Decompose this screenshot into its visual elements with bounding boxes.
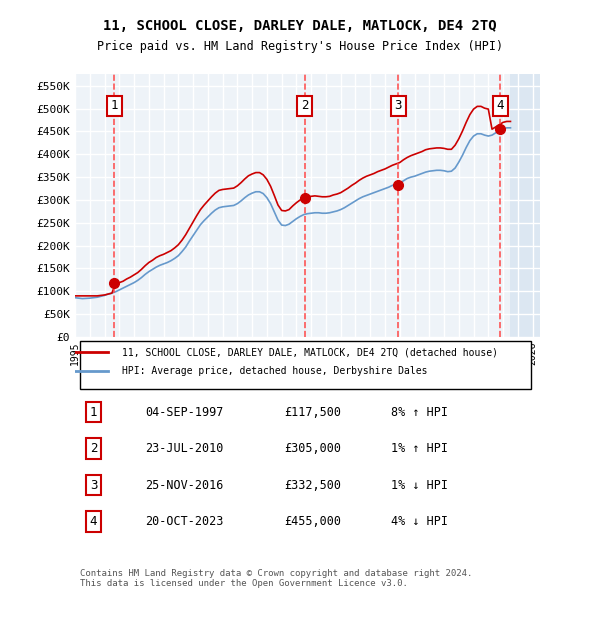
Text: 1% ↑ HPI: 1% ↑ HPI [391,442,448,455]
Text: 2: 2 [90,442,97,455]
Text: 1: 1 [90,405,97,419]
Text: 4: 4 [90,515,97,528]
Text: 11, SCHOOL CLOSE, DARLEY DALE, MATLOCK, DE4 2TQ: 11, SCHOOL CLOSE, DARLEY DALE, MATLOCK, … [103,19,497,33]
Text: 4% ↓ HPI: 4% ↓ HPI [391,515,448,528]
Text: HPI: Average price, detached house, Derbyshire Dales: HPI: Average price, detached house, Derb… [121,366,427,376]
Text: £305,000: £305,000 [284,442,341,455]
Text: Price paid vs. HM Land Registry's House Price Index (HPI): Price paid vs. HM Land Registry's House … [97,40,503,53]
Text: £455,000: £455,000 [284,515,341,528]
Text: 8% ↑ HPI: 8% ↑ HPI [391,405,448,419]
Text: 4: 4 [496,99,504,112]
Text: £332,500: £332,500 [284,479,341,492]
Text: 3: 3 [90,479,97,492]
Text: Contains HM Land Registry data © Crown copyright and database right 2024.
This d: Contains HM Land Registry data © Crown c… [80,569,472,588]
Text: 25-NOV-2016: 25-NOV-2016 [145,479,223,492]
Text: 1% ↓ HPI: 1% ↓ HPI [391,479,448,492]
Text: 1: 1 [110,99,118,112]
Bar [511,74,540,337]
Text: 2: 2 [301,99,308,112]
Text: 20-OCT-2023: 20-OCT-2023 [145,515,223,528]
FancyBboxPatch shape [80,341,531,389]
Text: 3: 3 [395,99,402,112]
Text: 11, SCHOOL CLOSE, DARLEY DALE, MATLOCK, DE4 2TQ (detached house): 11, SCHOOL CLOSE, DARLEY DALE, MATLOCK, … [121,347,497,357]
Text: £117,500: £117,500 [284,405,341,419]
Text: 23-JUL-2010: 23-JUL-2010 [145,442,223,455]
Text: 04-SEP-1997: 04-SEP-1997 [145,405,223,419]
